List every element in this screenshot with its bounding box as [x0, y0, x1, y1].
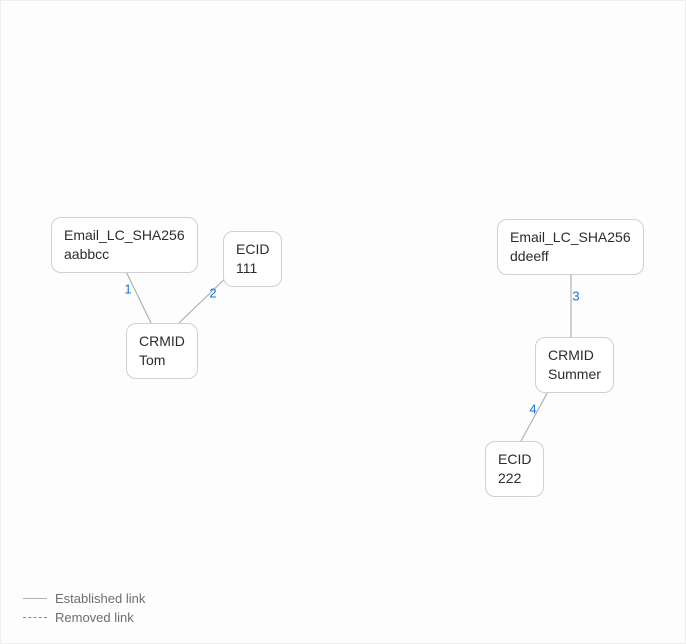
node-value: Summer — [548, 365, 601, 384]
node-value: aabbcc — [64, 245, 185, 264]
legend-label: Removed link — [55, 610, 134, 625]
diagram-canvas: Email_LC_SHA256 aabbcc ECID 111 CRMID To… — [0, 0, 686, 644]
node-ecid-222: ECID 222 — [485, 441, 544, 497]
legend-swatch-removed — [23, 617, 47, 618]
node-ecid-111: ECID 111 — [223, 231, 282, 287]
node-email-aabbcc: Email_LC_SHA256 aabbcc — [51, 217, 198, 273]
edge-label-2: 2 — [209, 286, 216, 301]
edge-label-3: 3 — [572, 289, 579, 304]
node-crmid-tom: CRMID Tom — [126, 323, 198, 379]
node-label: Email_LC_SHA256 — [64, 226, 185, 245]
node-value: 111 — [236, 259, 269, 278]
node-email-ddeeff: Email_LC_SHA256 ddeeff — [497, 219, 644, 275]
node-label: Email_LC_SHA256 — [510, 228, 631, 247]
edges-layer — [1, 1, 685, 643]
node-label: CRMID — [548, 346, 601, 365]
legend-label: Established link — [55, 591, 145, 606]
legend-item-established: Established link — [23, 591, 145, 606]
legend: Established link Removed link — [23, 587, 145, 625]
edge-label-1: 1 — [124, 282, 131, 297]
node-value: ddeeff — [510, 247, 631, 266]
node-value: Tom — [139, 351, 185, 370]
node-value: 222 — [498, 469, 531, 488]
node-label: CRMID — [139, 332, 185, 351]
legend-item-removed: Removed link — [23, 610, 145, 625]
node-label: ECID — [498, 450, 531, 469]
node-label: ECID — [236, 240, 269, 259]
legend-swatch-established — [23, 598, 47, 599]
edge-label-4: 4 — [529, 402, 536, 417]
node-crmid-summer: CRMID Summer — [535, 337, 614, 393]
